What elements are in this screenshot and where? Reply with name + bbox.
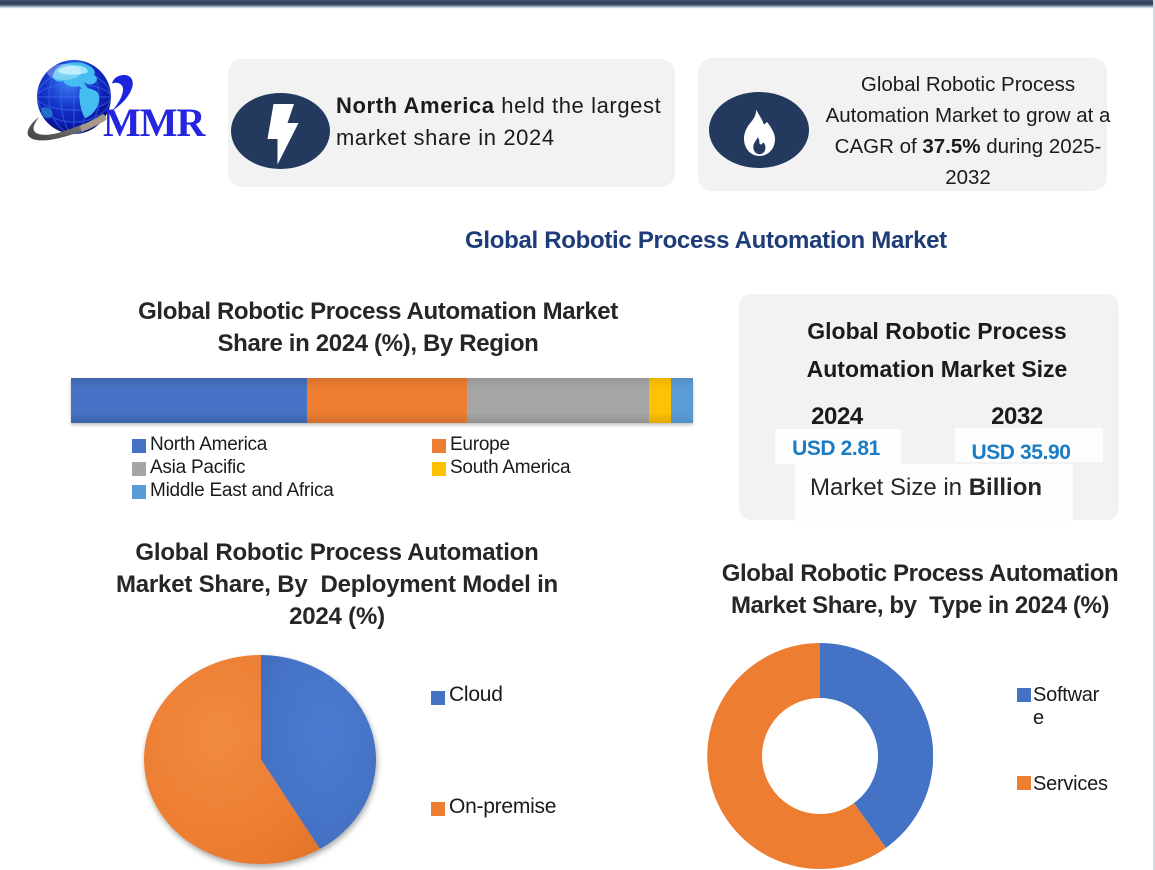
- svg-text:MMR: MMR: [103, 100, 207, 145]
